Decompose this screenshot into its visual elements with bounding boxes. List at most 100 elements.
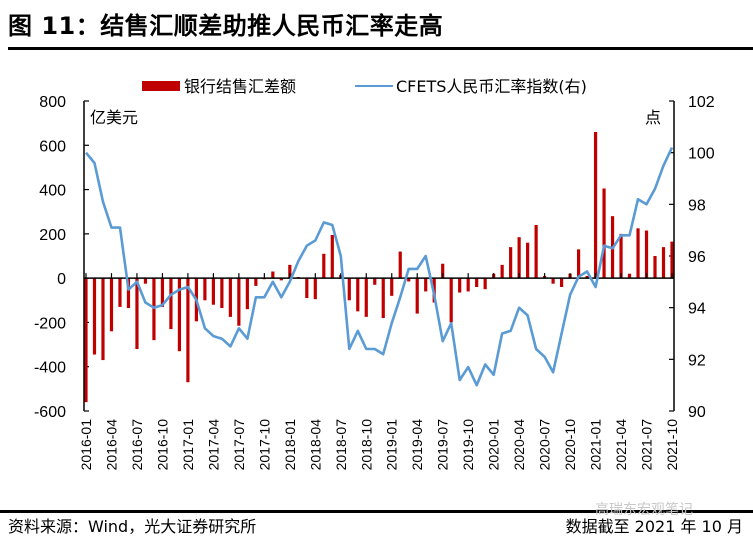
bar (347, 278, 351, 301)
bar (330, 234, 334, 279)
left-tick-label: 600 (39, 138, 66, 155)
bar (500, 264, 504, 279)
bar (458, 278, 462, 293)
bar (415, 278, 419, 314)
bar (441, 263, 445, 279)
bar (271, 271, 275, 279)
bar (143, 278, 148, 284)
bar (670, 241, 674, 279)
x-tick-label: 2020-04 (511, 419, 527, 471)
bar (517, 237, 521, 279)
x-tick-label: 2019-07 (435, 419, 451, 471)
right-tick-label: 94 (688, 301, 706, 318)
legend: 银行结售汇差额 CFETS人民币汇率指数(右) (142, 77, 587, 96)
x-tick-label: 2019-04 (409, 419, 425, 471)
bar (466, 278, 470, 292)
bar (390, 278, 394, 296)
x-tick-label: 2017-07 (231, 419, 247, 471)
bar (381, 278, 385, 318)
source-note: 资料来源：Wind，光大证券研究所 (8, 517, 257, 536)
bar (526, 242, 530, 279)
bar (602, 188, 606, 279)
right-axis-unit: 点 (645, 108, 661, 127)
bar (228, 278, 232, 317)
right-tick-label: 92 (688, 352, 706, 369)
bar (356, 278, 360, 312)
bar (186, 278, 190, 383)
bar (364, 278, 368, 317)
bar (118, 278, 122, 307)
bar (237, 278, 241, 326)
x-tick-label: 2016-01 (78, 419, 94, 471)
bar (653, 256, 657, 279)
bar (534, 225, 538, 279)
left-tick-label: 800 (39, 94, 66, 111)
bar (101, 278, 105, 361)
bar (576, 249, 581, 279)
x-tick-label: 2018-10 (358, 419, 374, 471)
right-tick-label: 100 (688, 146, 715, 163)
right-tick-label: 98 (688, 197, 706, 214)
bar (135, 278, 139, 349)
left-tick-label: 200 (39, 227, 66, 244)
bar (160, 278, 165, 307)
x-tick-label: 2019-10 (460, 419, 476, 471)
left-tick-label: 400 (39, 183, 66, 200)
x-tick-label: 2016-10 (154, 419, 170, 471)
x-tick-label: 2020-10 (562, 419, 578, 471)
bar (585, 275, 589, 279)
bar (92, 278, 97, 355)
bar (169, 278, 173, 330)
bar (126, 278, 131, 309)
left-tick-label: -600 (34, 404, 66, 421)
bar (424, 278, 428, 292)
bar (509, 247, 513, 279)
x-tick-label: 2021-07 (639, 419, 655, 471)
bar (559, 278, 564, 287)
x-tick-label: 2016-04 (103, 419, 119, 471)
bar (109, 278, 114, 332)
x-tick-label: 2018-01 (282, 419, 298, 471)
bar (475, 278, 479, 287)
legend-label-line: CFETS人民币汇率指数(右) (396, 77, 587, 96)
left-axis-unit: 亿美元 (90, 108, 138, 127)
x-tick-label: 2021-04 (613, 419, 629, 471)
bar (398, 251, 402, 279)
x-tick-label: 2017-01 (180, 419, 196, 471)
x-tick-label: 2017-10 (256, 419, 272, 471)
bar (279, 278, 283, 281)
bar (627, 273, 632, 279)
bar (245, 278, 249, 310)
bar (177, 278, 182, 352)
bar (593, 132, 598, 279)
legend-label-bar: 银行结售汇差额 (184, 77, 296, 96)
x-tick-label: 2018-07 (333, 419, 349, 471)
data-cutoff-note: 数据截至 2021 年 10 月 (565, 517, 743, 536)
x-tick-label: 2021-01 (588, 419, 604, 471)
bar (288, 264, 292, 279)
bar (483, 278, 487, 290)
x-tick-label: 2020-07 (537, 419, 553, 471)
legend-swatch-bar (142, 81, 180, 91)
right-tick-label: 102 (688, 94, 715, 111)
bar (619, 233, 623, 279)
title-divider (8, 47, 753, 50)
footer-divider (0, 510, 753, 513)
left-tick-label: 0 (57, 271, 66, 288)
watermark: 高瑞东宏观笔记 (595, 502, 693, 518)
bar (407, 278, 411, 282)
figure-title: 图 11：结售汇顺差助推人民币汇率走高 (8, 12, 444, 40)
bar (636, 228, 640, 279)
left-tick-label: -200 (34, 315, 66, 332)
x-tick-label: 2020-01 (486, 419, 502, 471)
cfets-index-line (84, 146, 674, 387)
bar (203, 278, 207, 301)
chart: 银行结售汇差额 CFETS人民币汇率指数(右) 亿美元 点 800 600 400 2… (34, 77, 715, 471)
right-tick-label: 90 (688, 404, 706, 421)
bar (220, 278, 224, 309)
bar (322, 253, 326, 279)
bar (254, 278, 258, 286)
left-tick-label: -400 (34, 360, 66, 377)
x-tick-label: 2016-07 (129, 419, 145, 471)
bar (84, 278, 88, 403)
